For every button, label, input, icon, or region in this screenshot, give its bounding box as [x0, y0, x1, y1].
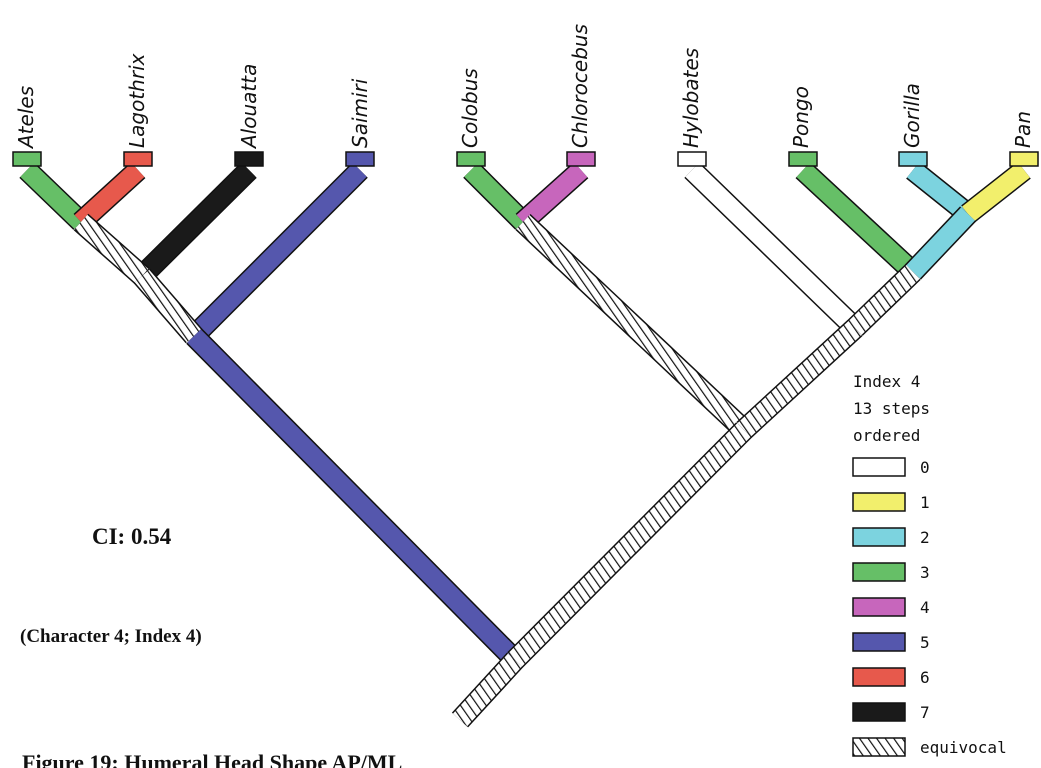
- legend-swatch-state-2: [852, 527, 906, 547]
- legend-swatch-state-0: [852, 457, 906, 477]
- taxon-labels: Ateles Lagothrix Alouatta Saimiri Colobu…: [14, 24, 1035, 150]
- legend-label-state-5: 5: [920, 633, 930, 652]
- taxon-label-lagothrix: Lagothrix: [125, 53, 149, 148]
- tip-box-ateles: [12, 151, 42, 167]
- legend-swatch-state-3: [852, 562, 906, 582]
- legend-label-state-0: 0: [920, 458, 930, 477]
- branch-pongo: [795, 161, 921, 281]
- legend-swatch-state-6: [852, 667, 906, 687]
- legend-label-state-6: 6: [920, 668, 930, 687]
- branch-hominoidea: [736, 319, 863, 439]
- legend-label-state-7: 7: [920, 703, 930, 722]
- taxon-label-gorilla: Gorilla: [900, 83, 924, 148]
- branch-atelines: [73, 213, 150, 285]
- tip-box-gorilla: [898, 151, 928, 167]
- legend-title-line-1: Index 4: [853, 372, 920, 391]
- tip-box-pan: [1009, 151, 1039, 167]
- legend-swatch-state-4: [852, 597, 906, 617]
- taxon-label-pongo: Pongo: [789, 86, 813, 148]
- tip-box-chlorocebus: [566, 151, 596, 167]
- legend-swatch-state-1: [852, 492, 906, 512]
- branch-saimiri: [186, 162, 368, 344]
- branch-ateles: [19, 162, 89, 230]
- branch-gorilla-pan-clade: [905, 206, 976, 280]
- tip-box-pongo: [788, 151, 818, 167]
- branch-colobus: [463, 162, 531, 230]
- legend-swatch-state-5: [852, 632, 906, 652]
- branch-gorilla: [906, 161, 975, 223]
- taxon-label-ateles: Ateles: [14, 86, 38, 150]
- legend-title-line-3: ordered: [853, 426, 920, 445]
- taxon-label-chlorocebus: Chlorocebus: [568, 24, 592, 148]
- branch-pan: [961, 161, 1031, 223]
- tip-box-hylobates: [677, 151, 707, 167]
- branch-platyrrhini: [186, 328, 523, 668]
- taxon-label-colobus: Colobus: [458, 68, 482, 148]
- taxon-label-pan: Pan: [1011, 111, 1035, 148]
- tip-box-lagothrix: [123, 151, 153, 167]
- taxon-label-saimiri: Saimiri: [348, 78, 372, 148]
- taxon-label-hylobates: Hylobates: [679, 48, 703, 148]
- branch-hylobates: [684, 162, 863, 336]
- tip-box-saimiri: [345, 151, 375, 167]
- tip-box-alouatta: [234, 151, 264, 167]
- branch-atelidae: [133, 268, 203, 344]
- legend-label-state-2: 2: [920, 528, 930, 547]
- branch-great-apes: [847, 264, 921, 336]
- branch-alouatta: [134, 162, 257, 284]
- branch-chlorocebus: [515, 161, 589, 231]
- tree-branches: [19, 161, 1031, 728]
- legend-label-equivocal: equivocal: [920, 738, 1007, 757]
- figure-caption: Figure 19: Humeral Head Shape AP/ML: [22, 750, 402, 768]
- legend-label-state-4: 4: [920, 598, 930, 617]
- branch-catarrhini: [507, 422, 752, 668]
- branch-lagothrix: [73, 161, 146, 231]
- branch-cercopithecidae: [515, 213, 752, 439]
- legend: Index 4 13 steps ordered 0 1 2 3 4 5 6 7 equivoc…: [852, 372, 1007, 757]
- legend-label-state-1: 1: [920, 493, 930, 512]
- tip-box-colobus: [456, 151, 486, 167]
- taxon-label-alouatta: Alouatta: [237, 64, 261, 150]
- consistency-index: CI: 0.54: [92, 524, 172, 549]
- branch-root: [451, 652, 524, 728]
- legend-title-line-2: 13 steps: [853, 399, 930, 418]
- legend-swatch-state-7: [852, 702, 906, 722]
- legend-swatch-equivocal: [852, 737, 906, 757]
- character-note: (Character 4; Index 4): [20, 626, 202, 647]
- legend-label-state-3: 3: [920, 563, 930, 582]
- tip-boxes: [12, 151, 1039, 167]
